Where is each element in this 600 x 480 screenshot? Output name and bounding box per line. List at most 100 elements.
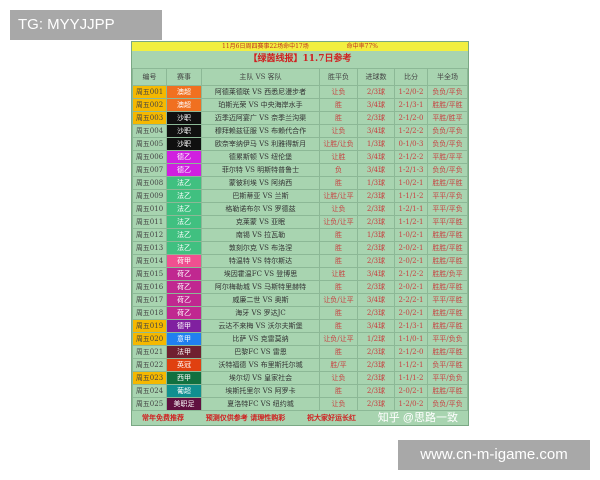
league-cell: 沙职 xyxy=(166,137,202,151)
goals-pick: 3/4球 xyxy=(357,124,395,138)
match-id: 周五015 xyxy=(132,267,167,281)
goals-pick: 3/4球 xyxy=(357,150,395,164)
table-row: 周五023 西甲 埃尔切 VS 皇家社会 让负 2/3球 1-1/1-2 平平/负负 xyxy=(132,371,468,385)
score-pick: 1-2/1-3 xyxy=(394,163,428,177)
col-header: 进球数 xyxy=(357,68,395,86)
table-row: 周五021 法甲 巴黎FC VS 雷恩胜 2/3球 2-1/2-0 胜胜/平胜 xyxy=(132,345,468,359)
result-pick: 让胜/让负 xyxy=(319,137,358,151)
halftime-fulltime-pick: 平胜/胜平 xyxy=(427,111,468,125)
result-pick: 胜 xyxy=(319,98,358,112)
score-pick: 1-0/2-1 xyxy=(394,228,428,242)
goals-pick: 2/3球 xyxy=(357,358,395,372)
match-id: 周五002 xyxy=(132,98,167,112)
match-teams: 比萨 VS 克雷莫纳 xyxy=(201,332,320,346)
prediction-board: 11月6日周四赛事22场命中17场 命中率77% 【绿茵线报】11.7日参考 编… xyxy=(131,41,469,426)
tg-label: TG: MYYJJPP xyxy=(10,10,162,40)
match-teams: 巴黎FC VS 雷恩 xyxy=(201,345,320,359)
score-pick: 0-1/0-3 xyxy=(394,137,428,151)
goals-pick: 2/3球 xyxy=(357,202,395,216)
goals-pick: 3/4球 xyxy=(357,293,395,307)
col-header: 比分 xyxy=(394,68,428,86)
halftime-fulltime-pick: 负负/平负 xyxy=(427,137,468,151)
match-id: 周五022 xyxy=(132,358,167,372)
goals-pick: 2/3球 xyxy=(357,345,395,359)
score-pick: 2-0/2-1 xyxy=(394,306,428,320)
halftime-fulltime-pick: 胜胜/平胜 xyxy=(427,306,468,320)
league-cell: 法乙 xyxy=(166,228,202,242)
table-row: 周五007 德乙 菲尔特 VS 明斯特普鲁士负 3/4球 1-2/1-3 负负/平负 xyxy=(132,163,468,177)
match-id: 周五014 xyxy=(132,254,167,268)
halftime-fulltime-pick: 平平/平胜 xyxy=(427,293,468,307)
result-pick: 让负 xyxy=(319,124,358,138)
league-cell: 沙职 xyxy=(166,111,202,125)
league-cell: 法甲 xyxy=(166,345,202,359)
goals-pick: 2/3球 xyxy=(357,241,395,255)
result-pick: 胜 xyxy=(319,319,358,333)
halftime-fulltime-pick: 胜胜/平胜 xyxy=(427,254,468,268)
match-teams: 夏洛特FC VS 纽约城 xyxy=(201,397,320,411)
goals-pick: 2/3球 xyxy=(357,215,395,229)
col-header: 编号 xyxy=(132,68,167,86)
match-teams: 菲尔特 VS 明斯特普鲁士 xyxy=(201,163,320,177)
score-pick: 1-0/2-1 xyxy=(394,176,428,190)
match-teams: 海牙 VS 罗达JC xyxy=(201,306,320,320)
halftime-fulltime-pick: 负负/平负 xyxy=(427,85,468,99)
halftime-fulltime-pick: 平平/平负 xyxy=(427,189,468,203)
banner-right: 命中率77% xyxy=(346,43,378,50)
match-id: 周五003 xyxy=(132,111,167,125)
match-teams: 迈季迈阿宴广 VS 奈季兰沟渠 xyxy=(201,111,320,125)
league-cell: 葡超 xyxy=(166,384,202,398)
score-pick: 2-1/2-0 xyxy=(394,345,428,359)
halftime-fulltime-pick: 胜胜/平胜 xyxy=(427,176,468,190)
score-pick: 1-2/2-2 xyxy=(394,124,428,138)
halftime-fulltime-pick: 平平/平负 xyxy=(427,202,468,216)
league-cell: 西甲 xyxy=(166,371,202,385)
table-header: 编号 赛事 主队 VS 客队 胜平负 进球数 比分 半全场 xyxy=(132,68,468,86)
goals-pick: 1/2球 xyxy=(357,332,395,346)
score-pick: 1-2/0-2 xyxy=(394,85,428,99)
footer-text: 祝大家好运长红 xyxy=(306,413,356,422)
result-pick: 让胜 xyxy=(319,267,358,281)
footer-text: 常年免费推荐 xyxy=(142,413,184,422)
match-id: 周五001 xyxy=(132,85,167,99)
result-pick: 胜 xyxy=(319,345,358,359)
match-id: 周五006 xyxy=(132,150,167,164)
match-teams: 德累斯顿 VS 纽伦堡 xyxy=(201,150,320,164)
match-id: 周五013 xyxy=(132,241,167,255)
table-row: 周五001 澳超 阿德莱德联 VS 西悉尼漫步者 让负 2/3球 1-2/0-2 负负/平负 xyxy=(132,85,468,99)
table-row: 周五008 法乙 蒙彼利埃 VS 阿纳西胜 1/3球 1-0/2-1 胜胜/平胜 xyxy=(132,176,468,190)
table-row: 周五003 沙职 迈季迈阿宴广 VS 奈季兰沟渠胜 2/3球 2-1/2-0 平胜/胜平 xyxy=(132,111,468,125)
league-cell: 法乙 xyxy=(166,176,202,190)
result-pick: 胜 xyxy=(319,384,358,398)
match-id: 周五012 xyxy=(132,228,167,242)
result-pick: 胜/平 xyxy=(319,358,358,372)
halftime-fulltime-pick: 胜胜/平胜 xyxy=(427,241,468,255)
match-id: 周五004 xyxy=(132,124,167,138)
match-id: 周五019 xyxy=(132,319,167,333)
match-teams: 格勒诺布尔 VS 罗德兹 xyxy=(201,202,320,216)
match-teams: 特温特 VS 特尔斯达 xyxy=(201,254,320,268)
table-row: 周五017 荷乙 威廉二世 VS 奥斯 让负/让平 3/4球 2-2/2-1 平平/平胜 xyxy=(132,293,468,307)
goals-pick: 2/3球 xyxy=(357,254,395,268)
table-row: 周五019 德甲 云达不来梅 VS 沃尔夫斯堡胜 3/4球 2-1/3-1 胜胜/平胜 xyxy=(132,319,468,333)
league-cell: 荷乙 xyxy=(166,306,202,320)
goals-pick: 1/3球 xyxy=(357,137,395,151)
result-pick: 让胜/让平 xyxy=(319,189,358,203)
halftime-fulltime-pick: 平胜/平平 xyxy=(427,150,468,164)
league-cell: 荷乙 xyxy=(166,293,202,307)
match-table: 编号 赛事 主队 VS 客队 胜平负 进球数 比分 半全场 周五001 澳超 阿德莱… xyxy=(132,68,468,411)
match-id: 周五009 xyxy=(132,189,167,203)
score-pick: 1-1/0-1 xyxy=(394,332,428,346)
match-teams: 阿尔梅勒城 VS 马斯特里赫特 xyxy=(201,280,320,294)
table-row: 周五016 荷乙 阿尔梅勒城 VS 马斯特里赫特胜 2/3球 2-0/2-1 胜胜/平胜 xyxy=(132,280,468,294)
table-row: 周五002 澳超 珀斯光荣 VS 中央海岸水手胜 3/4球 2-1/3-1 胜胜/平胜 xyxy=(132,98,468,112)
result-pick: 让负 xyxy=(319,85,358,99)
score-pick: 1-1/2-1 xyxy=(394,215,428,229)
result-pick: 胜 xyxy=(319,306,358,320)
match-teams: 沃特福德 VS 布里斯托尔城 xyxy=(201,358,320,372)
match-teams: 威廉二世 VS 奥斯 xyxy=(201,293,320,307)
result-pick: 胜 xyxy=(319,254,358,268)
score-pick: 2-0/2-1 xyxy=(394,384,428,398)
halftime-fulltime-pick: 胜胜/平胜 xyxy=(427,280,468,294)
halftime-fulltime-pick: 胜胜/负平 xyxy=(427,267,468,281)
